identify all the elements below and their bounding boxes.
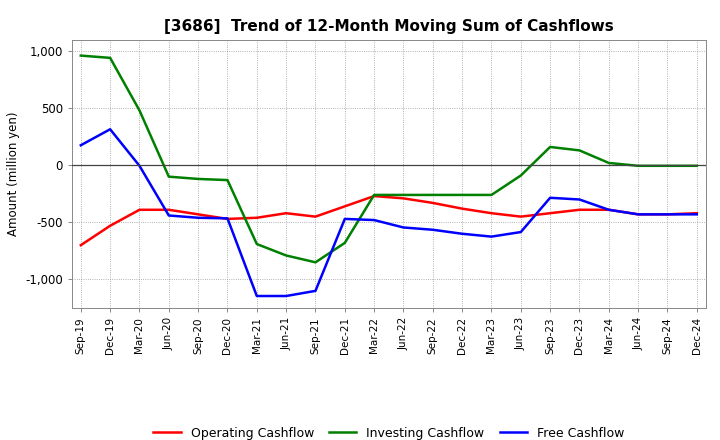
Operating Cashflow	[341, 204, 349, 209]
Operating Cashflow	[516, 214, 525, 219]
Investing Cashflow	[253, 242, 261, 247]
Free Cashflow	[634, 212, 642, 217]
Investing Cashflow	[194, 176, 202, 182]
Operating Cashflow	[487, 211, 496, 216]
Operating Cashflow	[575, 207, 584, 213]
Free Cashflow	[487, 234, 496, 239]
Free Cashflow	[223, 216, 232, 221]
Free Cashflow	[663, 212, 672, 217]
Title: [3686]  Trend of 12-Month Moving Sum of Cashflows: [3686] Trend of 12-Month Moving Sum of C…	[164, 19, 613, 34]
Investing Cashflow	[106, 55, 114, 61]
Free Cashflow	[575, 197, 584, 202]
Operating Cashflow	[311, 214, 320, 219]
Operating Cashflow	[223, 216, 232, 222]
Operating Cashflow	[458, 206, 467, 211]
Investing Cashflow	[634, 163, 642, 169]
Free Cashflow	[428, 227, 437, 232]
Free Cashflow	[693, 212, 701, 217]
Investing Cashflow	[458, 192, 467, 198]
Investing Cashflow	[164, 174, 173, 179]
Free Cashflow	[341, 216, 349, 222]
Free Cashflow	[106, 127, 114, 132]
Operating Cashflow	[106, 223, 114, 228]
Free Cashflow	[605, 207, 613, 213]
Operating Cashflow	[164, 207, 173, 213]
Free Cashflow	[76, 143, 85, 148]
Legend: Operating Cashflow, Investing Cashflow, Free Cashflow: Operating Cashflow, Investing Cashflow, …	[153, 427, 624, 440]
Operating Cashflow	[135, 207, 144, 213]
Free Cashflow	[282, 293, 290, 299]
Free Cashflow	[370, 217, 379, 223]
Investing Cashflow	[223, 177, 232, 183]
Operating Cashflow	[428, 200, 437, 205]
Line: Free Cashflow: Free Cashflow	[81, 129, 697, 296]
Operating Cashflow	[634, 212, 642, 217]
Operating Cashflow	[663, 212, 672, 217]
Investing Cashflow	[693, 163, 701, 169]
Investing Cashflow	[370, 192, 379, 198]
Free Cashflow	[546, 195, 554, 201]
Operating Cashflow	[194, 212, 202, 217]
Investing Cashflow	[575, 148, 584, 153]
Free Cashflow	[253, 293, 261, 299]
Operating Cashflow	[605, 207, 613, 213]
Investing Cashflow	[135, 108, 144, 113]
Operating Cashflow	[76, 242, 85, 248]
Free Cashflow	[516, 229, 525, 235]
Investing Cashflow	[663, 163, 672, 169]
Investing Cashflow	[341, 240, 349, 246]
Investing Cashflow	[605, 160, 613, 165]
Free Cashflow	[135, 163, 144, 169]
Free Cashflow	[311, 288, 320, 293]
Free Cashflow	[458, 231, 467, 236]
Operating Cashflow	[546, 211, 554, 216]
Y-axis label: Amount (million yen): Amount (million yen)	[6, 112, 19, 236]
Investing Cashflow	[399, 192, 408, 198]
Investing Cashflow	[516, 173, 525, 178]
Free Cashflow	[164, 213, 173, 218]
Investing Cashflow	[546, 144, 554, 150]
Line: Operating Cashflow: Operating Cashflow	[81, 196, 697, 245]
Investing Cashflow	[428, 192, 437, 198]
Investing Cashflow	[487, 192, 496, 198]
Operating Cashflow	[693, 211, 701, 216]
Operating Cashflow	[399, 196, 408, 201]
Line: Investing Cashflow: Investing Cashflow	[81, 55, 697, 262]
Operating Cashflow	[253, 215, 261, 220]
Investing Cashflow	[282, 253, 290, 258]
Free Cashflow	[399, 225, 408, 230]
Free Cashflow	[194, 215, 202, 220]
Operating Cashflow	[282, 211, 290, 216]
Investing Cashflow	[311, 260, 320, 265]
Investing Cashflow	[76, 53, 85, 58]
Operating Cashflow	[370, 194, 379, 199]
